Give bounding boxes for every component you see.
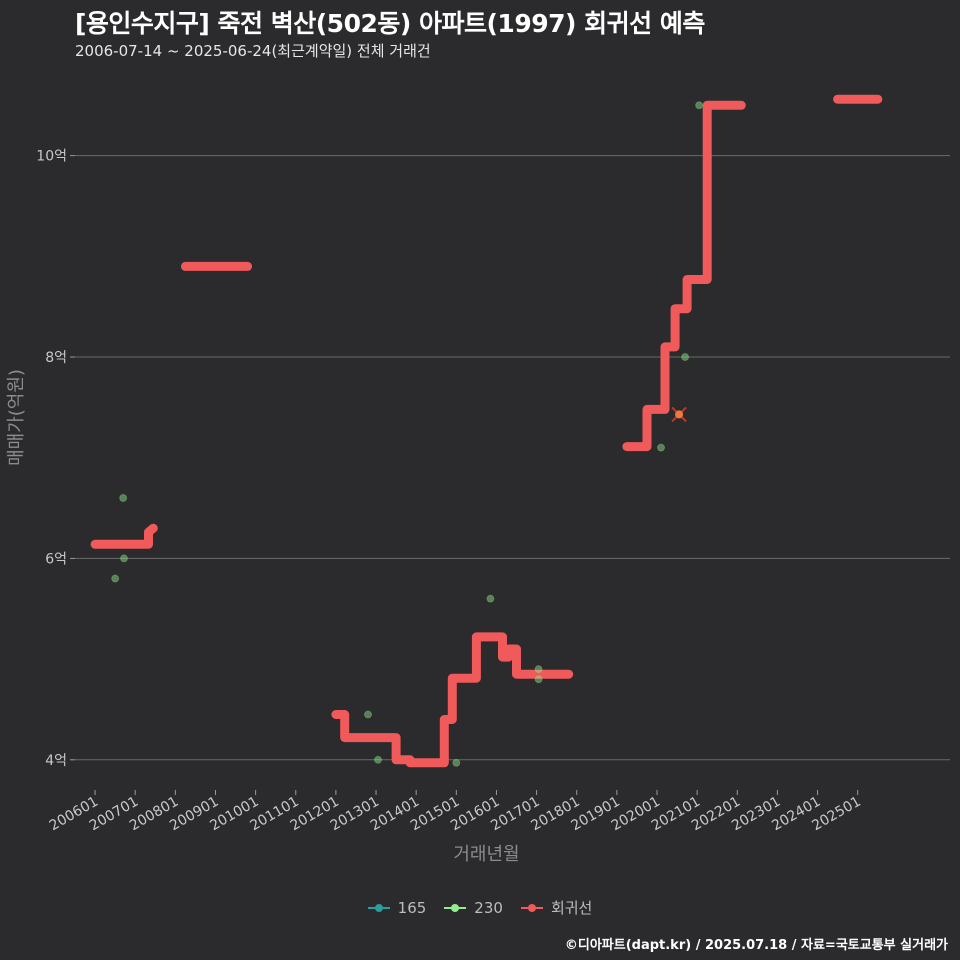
data-point-230	[534, 665, 543, 674]
x-axis-title: 거래년월	[453, 844, 519, 865]
legend-item-230: 230	[444, 897, 503, 918]
y-tick-label: 8억	[45, 350, 67, 366]
legend-key-230	[444, 901, 467, 915]
data-point-230	[364, 710, 373, 719]
data-point-230	[119, 554, 128, 563]
chart-subtitle: 2006-07-14 ~ 2025-06-24(최근계약일) 전체 거래건	[75, 42, 431, 60]
regression-line-segment	[622, 100, 746, 452]
legend-label-230: 230	[474, 898, 503, 917]
data-point-230	[681, 353, 690, 362]
data-point-230	[486, 594, 495, 603]
regression-line-segment	[90, 523, 158, 549]
data-point-230	[111, 574, 120, 583]
legend-label-165: 165	[397, 898, 427, 917]
legend-key-regression	[520, 901, 543, 915]
legend-item-regression: 회귀선	[520, 897, 593, 918]
data-point-230	[534, 675, 543, 684]
legend: 165 230 회귀선	[0, 897, 960, 918]
y-tick-label: 6억	[45, 551, 67, 567]
credit-text: ©디아파트(dapt.kr) / 2025.07.18 / 자료=국토교통부 실…	[564, 938, 948, 953]
legend-label-regression: 회귀선	[550, 899, 593, 917]
regression-line-segment	[331, 632, 574, 768]
legend-key-165	[367, 901, 390, 915]
data-point-230	[657, 443, 666, 452]
chart-title: [용인수지구] 죽전 벽산(502동) 아파트(1997) 회귀선 예측	[75, 9, 705, 38]
y-tick-label: 4억	[45, 753, 67, 769]
data-point-230	[119, 493, 128, 502]
legend-item-165: 165	[367, 897, 427, 918]
highlight-marker-dot	[675, 410, 684, 419]
data-point-230	[452, 758, 461, 767]
y-tick-label: 10억	[36, 149, 67, 165]
data-point-230	[374, 755, 383, 764]
data-point-230	[695, 101, 704, 110]
y-axis-title: 매매가(억원)	[6, 369, 27, 466]
